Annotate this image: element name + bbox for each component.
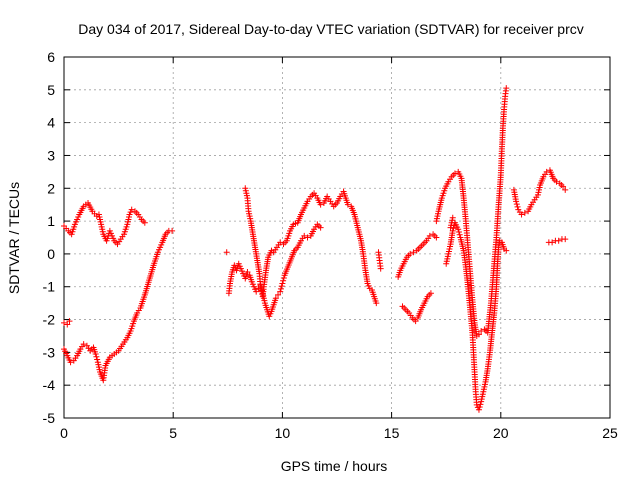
x-tick-label: 0 bbox=[60, 425, 68, 441]
y-tick-label: 3 bbox=[47, 147, 55, 163]
data-point bbox=[562, 236, 569, 243]
data-point bbox=[513, 201, 520, 208]
data-point bbox=[272, 295, 279, 302]
data-point bbox=[456, 231, 463, 238]
data-point bbox=[92, 351, 99, 358]
data-point bbox=[61, 319, 67, 326]
data-point bbox=[407, 250, 414, 257]
grid-layer bbox=[64, 57, 610, 418]
data-point bbox=[513, 198, 520, 205]
y-tick-label: -4 bbox=[43, 377, 56, 393]
data-point bbox=[427, 290, 434, 297]
data-point bbox=[317, 224, 324, 231]
data-point bbox=[449, 227, 456, 234]
data-point bbox=[280, 277, 287, 284]
data-point bbox=[553, 178, 560, 185]
data-point bbox=[377, 265, 384, 272]
y-tick-label: 1 bbox=[47, 213, 55, 229]
data-point bbox=[433, 234, 440, 241]
data-point bbox=[64, 321, 71, 328]
y-tick-label: -1 bbox=[43, 279, 56, 295]
data-point bbox=[475, 331, 482, 338]
data-point bbox=[253, 288, 260, 295]
y-axis-label: SDTVAR / TECUs bbox=[6, 182, 22, 294]
data-point bbox=[562, 186, 569, 193]
plot-frame bbox=[63, 56, 611, 419]
tick-layer: 0 5 10 15 20 25 -5 -4 -3 -2 -1 0 1 2 3 4 5 6 bbox=[43, 49, 618, 441]
data-point bbox=[549, 239, 556, 246]
data-point bbox=[555, 237, 562, 244]
chart-title: Day 034 of 2017, Sidereal Day-to-day VTE… bbox=[78, 21, 584, 37]
data-point bbox=[455, 226, 462, 233]
data-point bbox=[128, 206, 135, 213]
data-point bbox=[317, 201, 324, 208]
x-tick-label: 5 bbox=[169, 425, 177, 441]
data-point bbox=[450, 225, 457, 232]
y-tick-label: 4 bbox=[47, 115, 55, 131]
y-tick-label: 6 bbox=[47, 49, 55, 65]
x-tick-label: 10 bbox=[275, 425, 291, 441]
y-tick-label: 0 bbox=[47, 246, 55, 262]
data-point bbox=[477, 401, 484, 408]
data-point bbox=[410, 249, 417, 256]
data-point bbox=[223, 249, 230, 256]
y-tick-label: 2 bbox=[47, 180, 55, 196]
data-point bbox=[141, 219, 148, 226]
data-point bbox=[279, 280, 286, 287]
y-tick-label: -5 bbox=[43, 410, 56, 426]
y-tick-label: -2 bbox=[43, 312, 56, 328]
data-point bbox=[277, 288, 284, 295]
x-tick-label: 25 bbox=[602, 425, 618, 441]
data-point bbox=[451, 170, 458, 177]
y-tick-label: 5 bbox=[47, 82, 55, 98]
data-point bbox=[476, 404, 483, 411]
data-point bbox=[277, 285, 284, 292]
data-point bbox=[560, 183, 567, 190]
data-point bbox=[94, 356, 101, 363]
data-point bbox=[244, 268, 251, 275]
data-point bbox=[455, 229, 462, 236]
data-point bbox=[278, 283, 285, 290]
data-point bbox=[93, 353, 100, 360]
y-tick-label: -3 bbox=[43, 344, 56, 360]
data-point bbox=[449, 214, 456, 221]
data-point bbox=[518, 211, 525, 218]
data-point bbox=[169, 227, 176, 234]
data-point bbox=[503, 247, 510, 254]
data-point bbox=[275, 291, 282, 298]
data-point bbox=[80, 341, 87, 348]
data-point bbox=[66, 318, 73, 325]
data-point bbox=[344, 201, 351, 208]
data-points bbox=[61, 85, 569, 413]
data-point bbox=[301, 232, 308, 239]
data-point bbox=[412, 318, 419, 325]
data-point bbox=[514, 203, 521, 210]
data-point bbox=[280, 274, 287, 281]
data-point bbox=[373, 300, 380, 307]
data-point bbox=[475, 406, 482, 413]
data-point bbox=[304, 234, 311, 241]
x-tick-label: 15 bbox=[384, 425, 400, 441]
x-axis-label: GPS time / hours bbox=[281, 458, 388, 474]
x-tick-label: 20 bbox=[493, 425, 509, 441]
data-point bbox=[521, 209, 528, 216]
data-point bbox=[67, 359, 74, 366]
data-point bbox=[503, 85, 510, 92]
